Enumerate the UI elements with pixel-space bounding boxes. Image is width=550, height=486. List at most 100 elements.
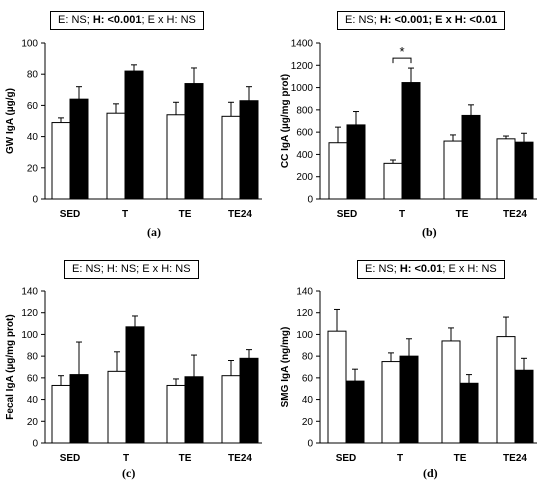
stats-text: E: NS; <box>365 263 400 275</box>
stats-text: H: <0.001; E x H: <0.01 <box>379 14 498 26</box>
y-tick-label: 1000 <box>291 83 314 94</box>
stats-box: E: NS; H: <0.01; E x H: NS <box>357 260 505 279</box>
x-tick-label: SED <box>60 453 81 464</box>
chart-panel-b: E: NS; H: <0.001; E x H: <0.01 0 200 400 60… <box>275 0 550 243</box>
y-tick-label: 120 <box>21 308 38 319</box>
panel-label: (a) <box>147 225 161 239</box>
x-tick-label: T <box>399 209 405 220</box>
stats-box: E: NS; H: <0.001; E x H: <0.01 <box>337 11 506 30</box>
panel-label: (b) <box>422 225 437 239</box>
bar <box>443 140 463 200</box>
y-tick-label: 1400 <box>291 39 314 50</box>
y-tick-label: 400 <box>296 150 313 161</box>
x-tick-label: TE24 <box>228 209 252 220</box>
y-tick-label: 0 <box>307 195 313 206</box>
chart-panel-c: E: NS; H: NS; E x H: NS 0 20 40 60 80 100 120 1… <box>0 243 275 486</box>
bar <box>166 114 186 200</box>
stats-box: E: NS; H: NS; E x H: NS <box>64 260 199 279</box>
bar <box>514 141 534 200</box>
bar <box>107 370 127 444</box>
bar <box>514 369 534 444</box>
bar <box>345 380 365 444</box>
bar <box>399 355 419 444</box>
bar <box>239 357 259 444</box>
y-tick-label: 800 <box>296 105 313 116</box>
y-tick-label: 40 <box>27 395 39 406</box>
y-tick-label: 40 <box>27 132 39 143</box>
stats-text: ; E x H: NS <box>141 14 196 26</box>
y-tick-label: 100 <box>21 330 38 341</box>
bar <box>184 83 204 200</box>
bar-chart: 0 20 40 60 80 100 120 140 Fecal IgA (µg/mg prot)… <box>5 287 262 464</box>
bar <box>125 326 145 444</box>
y-tick-label: 60 <box>302 373 314 384</box>
x-tick-label: T <box>397 453 403 464</box>
x-tick-label: TE <box>179 453 192 464</box>
x-tick-label: T <box>122 209 128 220</box>
bar <box>166 384 186 444</box>
bar <box>383 162 403 200</box>
panel-label: (d) <box>423 466 438 480</box>
y-axis-label: Fecal IgA (µg/mg prot) <box>5 314 16 419</box>
x-tick-label: SED <box>336 453 357 464</box>
bar <box>51 384 71 444</box>
y-tick-label: 20 <box>302 417 314 428</box>
y-tick-label: 80 <box>27 352 39 363</box>
bar <box>346 124 366 200</box>
bar <box>459 382 479 444</box>
y-axis-label: SMG IgA (ng/mg) <box>280 327 291 408</box>
y-tick-label: 0 <box>32 439 38 450</box>
y-axis-label: CC IgA (µg/mg prot) <box>280 74 291 168</box>
significance-bracket <box>392 57 412 64</box>
y-tick-label: 40 <box>302 395 314 406</box>
stats-text: H: <0.001 <box>92 14 142 26</box>
bar <box>69 98 89 200</box>
y-tick-label: 80 <box>27 70 39 81</box>
stats-text: H: <0.01 <box>399 263 443 275</box>
x-tick-label: SED <box>60 209 81 220</box>
panel-label: (c) <box>122 466 136 480</box>
x-tick-label: TE24 <box>228 453 252 464</box>
bar <box>221 115 241 200</box>
y-tick-label: 1200 <box>291 61 314 72</box>
stats-text: ; E x H: NS <box>442 263 497 275</box>
x-tick-label: T <box>123 453 129 464</box>
bar <box>381 361 401 444</box>
stats-text: E: NS; <box>58 14 93 26</box>
chart-panel-d: E: NS; H: <0.01; E x H: NS 0 20 40 60 80 100 1… <box>275 243 550 486</box>
bar <box>327 330 347 444</box>
bar <box>221 375 241 444</box>
y-tick-label: 0 <box>32 195 38 206</box>
bar <box>401 82 421 200</box>
y-tick-label: 100 <box>21 39 38 50</box>
y-tick-label: 140 <box>21 287 38 298</box>
y-tick-label: 60 <box>27 373 39 384</box>
y-tick-label: 200 <box>296 172 313 183</box>
bar-chart: 0 20 40 60 80 100 120 140 SMG IgA (ng/mg) SED T TE T… <box>280 287 537 464</box>
y-tick-label: 20 <box>27 417 39 428</box>
y-tick-label: 100 <box>296 330 313 341</box>
y-tick-label: 80 <box>302 352 314 363</box>
y-axis-label: GW IgA (µg/g) <box>5 88 16 154</box>
bar <box>441 340 461 444</box>
bar <box>328 142 348 200</box>
bar-chart: 0 200 400 600 800 1000 1200 1400 CC IgA (µg/mg p… <box>280 39 537 220</box>
y-tick-label: 0 <box>307 439 313 450</box>
y-tick-label: 600 <box>296 128 313 139</box>
y-tick-label: 20 <box>27 163 39 174</box>
bar <box>184 376 204 444</box>
y-tick-label: 120 <box>296 308 313 319</box>
x-tick-label: TE <box>179 209 192 220</box>
x-tick-label: TE24 <box>503 453 527 464</box>
y-tick-label: 140 <box>296 287 313 298</box>
x-tick-label: SED <box>337 209 358 220</box>
x-tick-label: TE <box>454 453 467 464</box>
bar <box>106 112 126 200</box>
stats-text: E: NS; H: NS; E x H: NS <box>72 263 191 275</box>
stats-box: E: NS; H: <0.001; E x H: NS <box>50 11 204 30</box>
x-tick-label: TE24 <box>503 209 527 220</box>
stats-text: E: NS; <box>345 14 380 26</box>
bar <box>51 122 71 200</box>
bar <box>239 100 259 200</box>
bar-chart: 0 20 40 60 80 100 GW IgA (µg/g) SED T TE TE24 <box>5 39 262 220</box>
